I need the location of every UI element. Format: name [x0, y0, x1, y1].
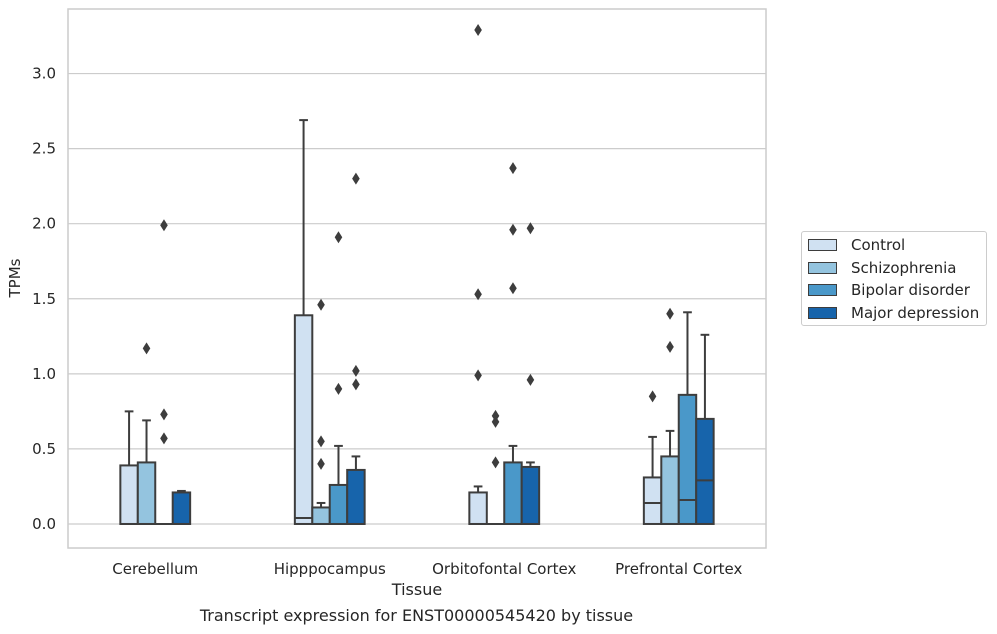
box-rect	[660, 455, 680, 525]
outlier-point	[509, 282, 517, 295]
box-major-depression	[346, 172, 366, 525]
outlier-point	[334, 382, 343, 395]
outlier-point	[526, 222, 535, 235]
outlier-point	[491, 409, 500, 422]
box-rect	[293, 314, 314, 525]
legend-item-schizophrenia: Schizophrenia	[808, 258, 956, 278]
outlier-point	[474, 288, 482, 301]
outlier-point	[648, 390, 657, 403]
outlier-point	[317, 298, 325, 311]
y-tick-label: 1.0	[32, 365, 56, 383]
legend-label: Major depression	[851, 304, 980, 322]
box-bipolar-disorder	[503, 162, 523, 525]
outlier-point	[160, 432, 168, 445]
outlier-point	[491, 415, 500, 428]
outlier-point	[352, 378, 360, 391]
outlier-point	[142, 342, 151, 355]
legend-item-control: Control	[808, 235, 905, 255]
outlier-point	[352, 364, 360, 377]
box-schizophrenia	[486, 409, 505, 525]
outlier-point	[317, 435, 325, 448]
box-rect	[677, 393, 698, 525]
y-axis-label: TPMs	[6, 258, 24, 298]
gridlines	[68, 72, 766, 525]
outlier-point	[509, 162, 517, 175]
box-rect	[503, 461, 523, 525]
box-schizophrenia	[136, 342, 157, 525]
box-rect	[171, 491, 192, 525]
box-rect	[642, 476, 663, 525]
box-rect	[468, 491, 488, 525]
outlier-point	[666, 340, 674, 353]
box-major-depression	[171, 489, 192, 525]
x-axis-ticks: Cerebellum Hipppocampus Orbitofontal Corte…	[112, 560, 742, 578]
outlier-point	[160, 408, 168, 421]
x-tick-label: Orbitofontal Cortex	[432, 560, 576, 578]
legend-item-major-depression: Major depression	[808, 303, 979, 323]
legend-label: Bipolar disorder	[851, 281, 970, 299]
y-tick-label: 0.0	[32, 515, 56, 533]
x-axis-label: Tissue	[391, 580, 442, 599]
box-major-depression	[520, 222, 541, 525]
legend-swatch	[808, 284, 837, 296]
box-schizophrenia	[660, 307, 680, 525]
legend-swatch	[808, 239, 837, 251]
legend: Control Schizophrenia Bipolar disorder M…	[801, 231, 987, 326]
box-rect	[695, 417, 715, 525]
y-tick-label: 3.0	[32, 65, 56, 83]
legend-label: Control	[851, 236, 906, 254]
outlier-point	[317, 457, 325, 470]
x-tick-label: Cerebellum	[112, 560, 198, 578]
box-major-depression	[695, 333, 715, 525]
legend-swatch	[808, 262, 837, 274]
box-schizophrenia	[311, 298, 331, 525]
box-rect	[346, 468, 366, 525]
box-control	[642, 390, 663, 525]
box-rect	[136, 461, 157, 525]
outlier-point	[509, 223, 517, 236]
box-control	[468, 24, 488, 525]
legend-label: Schizophrenia	[851, 259, 957, 277]
legend-item-bipolar-disorder: Bipolar disorder	[808, 280, 970, 300]
box-control	[293, 119, 314, 525]
outlier-point	[526, 373, 535, 386]
y-tick-label: 2.0	[32, 215, 56, 233]
box-control	[119, 410, 139, 525]
figure-caption: Transcript expression for ENST0000054542…	[199, 606, 634, 625]
box-bipolar-disorder	[677, 311, 698, 525]
boxes	[119, 24, 715, 525]
outlier-point	[474, 24, 482, 37]
box-bipolar-disorder	[328, 231, 349, 525]
y-tick-label: 2.5	[32, 140, 56, 158]
x-tick-label: Prefrontal Cortex	[615, 560, 742, 578]
x-tick-label: Hipppocampus	[274, 560, 386, 578]
plot-area-frame	[67, 8, 767, 549]
outlier-point	[666, 307, 674, 320]
legend-swatch	[808, 307, 837, 319]
box-rect	[311, 506, 331, 525]
outlier-point	[352, 172, 360, 185]
outlier-point	[491, 456, 500, 469]
y-tick-label: 0.5	[32, 440, 56, 458]
box-rect	[119, 464, 139, 525]
box-rect	[328, 483, 349, 525]
box-rect	[520, 465, 541, 525]
y-axis-ticks: 0.0 0.5 1.0 1.5 2.0 2.5 3.0	[32, 65, 56, 533]
box-bipolar-disorder	[155, 219, 173, 525]
outlier-point	[474, 369, 482, 382]
outlier-point	[160, 219, 168, 232]
outlier-point	[334, 231, 343, 244]
y-tick-label: 1.5	[32, 290, 56, 308]
